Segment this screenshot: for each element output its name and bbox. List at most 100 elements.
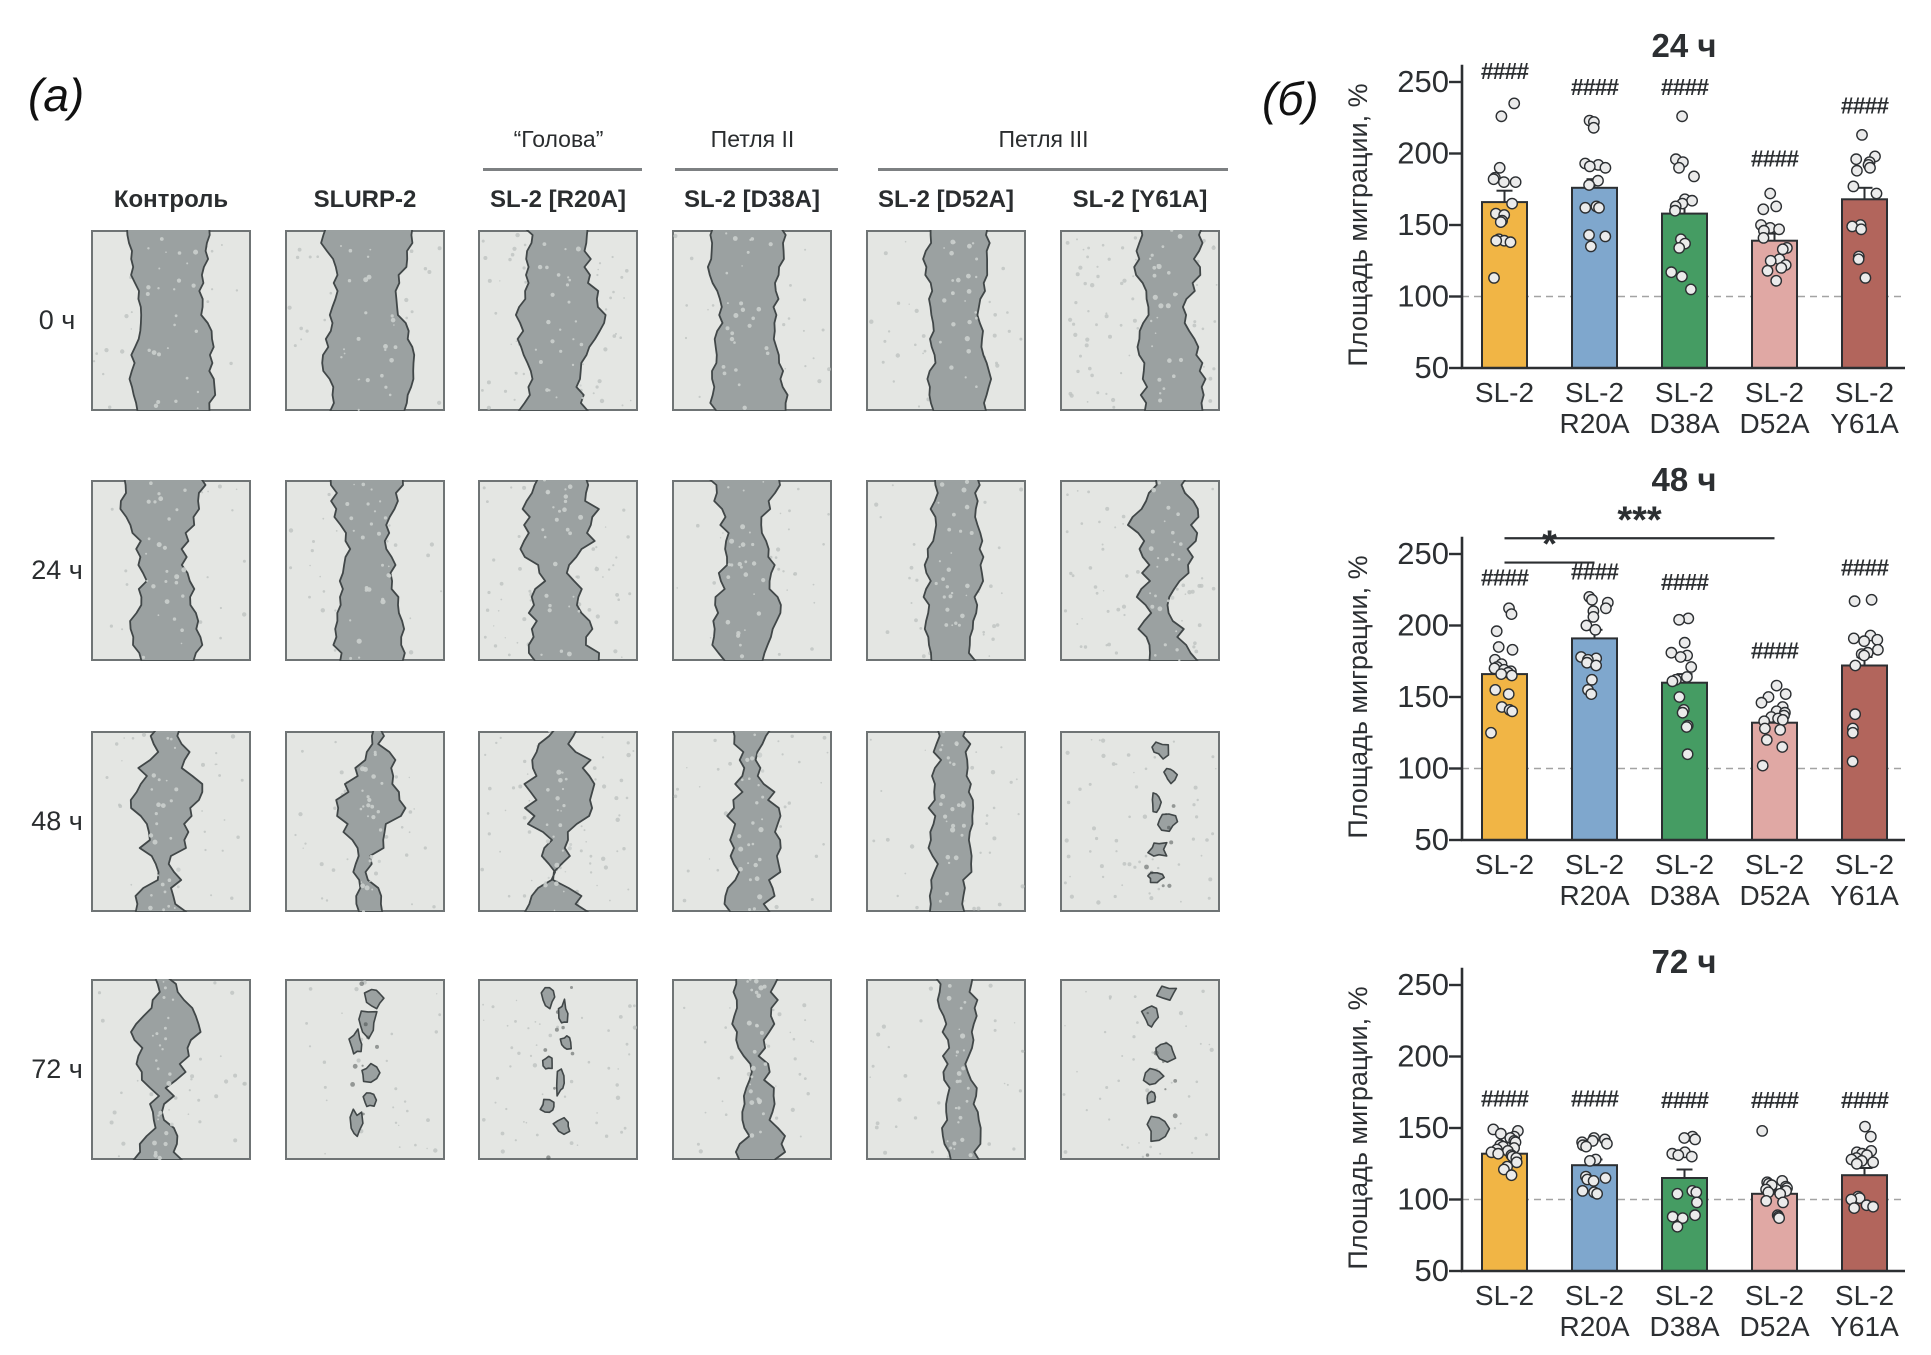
- data-point: [1506, 197, 1519, 210]
- x-tick-label-line2: D52A: [1739, 1311, 1809, 1342]
- data-point: [1490, 625, 1503, 638]
- data-point: [1848, 1202, 1861, 1215]
- wound-fragment: [1147, 841, 1168, 857]
- x-tick-label-line2: Y61A: [1830, 880, 1899, 911]
- data-point: [1770, 274, 1783, 287]
- assay-tile-row3-col2: [478, 979, 638, 1160]
- data-point: [1764, 187, 1777, 200]
- col-label-slurp2: SLURP-2: [313, 186, 417, 213]
- data-point: [1580, 1140, 1593, 1153]
- y-tick-label: 150: [1397, 207, 1449, 242]
- data-point: [1847, 180, 1860, 193]
- assay-tile-row1-col5: [1060, 480, 1220, 661]
- data-point: [1678, 1132, 1691, 1144]
- x-tick-label-line1: SL-2: [1475, 1280, 1534, 1311]
- wound-fragment: [1140, 1005, 1160, 1028]
- significance-hash: ####: [1661, 1087, 1709, 1113]
- data-point: [1776, 741, 1789, 753]
- data-point: [1777, 1196, 1789, 1209]
- data-point: [1871, 633, 1884, 646]
- group-header-loop3: Петля III: [998, 126, 1089, 152]
- data-point: [1593, 201, 1605, 214]
- data-point: [1600, 602, 1612, 615]
- bar-chart-48h: ####SL-2####SL-2R20A####SL-2D38A####SL-2…: [1343, 461, 1905, 911]
- data-point: [1676, 1212, 1689, 1225]
- wound-fragment: [1146, 1115, 1171, 1143]
- y-tick-label: 100: [1397, 1182, 1449, 1217]
- data-point: [1505, 1169, 1518, 1182]
- data-point: [1506, 643, 1519, 656]
- data-point: [1867, 1200, 1880, 1213]
- data-point: [1673, 241, 1686, 254]
- significance-hash: ####: [1571, 1086, 1619, 1112]
- data-point: [1584, 1155, 1596, 1167]
- assay-tile-row3-col0: [91, 979, 251, 1160]
- data-point: [1757, 203, 1770, 216]
- assay-tile-row3-col5: [1060, 979, 1220, 1160]
- data-point: [1770, 679, 1783, 692]
- panel-b-label: (б): [1262, 73, 1319, 125]
- data-point: [1756, 759, 1769, 772]
- group-header-head: “Голова”: [513, 126, 604, 152]
- bar-sl-2-d52a: [1751, 1192, 1798, 1273]
- data-point: [1759, 722, 1771, 735]
- data-point: [1494, 216, 1507, 229]
- row-label-0h: 0 ч: [38, 305, 76, 335]
- bar-sl-2-d52a: [1751, 721, 1798, 842]
- row-label-72h: 72 ч: [31, 1054, 83, 1084]
- x-tick-label-line2: Y61A: [1830, 408, 1899, 439]
- data-point: [1761, 264, 1774, 277]
- data-point: [1856, 128, 1868, 141]
- data-point: [1858, 649, 1871, 662]
- wound-band: [707, 230, 789, 411]
- data-point: [1490, 234, 1503, 247]
- data-point: [1502, 688, 1515, 700]
- data-point: [1599, 161, 1612, 174]
- data-point: [1495, 668, 1508, 680]
- data-point: [1870, 187, 1883, 200]
- wound-fragment: [361, 1062, 381, 1084]
- data-point: [1676, 110, 1689, 123]
- data-point: [1673, 161, 1685, 174]
- data-point: [1506, 705, 1519, 718]
- bar-sl-2: [1481, 1152, 1528, 1272]
- col-label-r20a: SL-2 [R20A]: [489, 186, 627, 213]
- data-point: [1681, 671, 1693, 683]
- data-point: [1488, 271, 1500, 284]
- wound-fragment: [539, 1098, 555, 1114]
- bar-sl-2-y61a: [1841, 664, 1888, 841]
- y-tick-label: 100: [1397, 751, 1449, 786]
- data-point: [1587, 1175, 1600, 1187]
- wound-band: [515, 230, 607, 411]
- x-tick-label-line1: SL-2: [1655, 1280, 1714, 1311]
- row-label-24h: 24 ч: [31, 555, 83, 585]
- wound-fragment: [1151, 741, 1170, 760]
- data-point: [1504, 236, 1517, 249]
- data-point: [1669, 204, 1681, 217]
- y-tick-label: 250: [1397, 967, 1449, 1002]
- y-tick-label: 200: [1397, 1039, 1449, 1074]
- data-point: [1586, 593, 1598, 606]
- assay-tile-row3-col3: [672, 979, 832, 1160]
- assay-tile-row1-col3: [672, 480, 832, 661]
- data-point: [1865, 593, 1878, 606]
- significance-stars: ***: [1617, 499, 1662, 541]
- assay-tile-row1-col4: [866, 480, 1026, 661]
- assay-tile-row1-col0: [91, 480, 251, 661]
- significance-hash: ####: [1571, 74, 1619, 100]
- data-point: [1864, 1130, 1877, 1143]
- bar-sl-2-r20a: [1571, 637, 1618, 842]
- data-point: [1770, 200, 1783, 213]
- data-point: [1492, 641, 1505, 653]
- x-tick-label-line1: SL-2: [1565, 849, 1624, 880]
- data-point: [1773, 1212, 1786, 1225]
- data-point: [1492, 1147, 1505, 1160]
- data-point: [1576, 1185, 1589, 1197]
- assay-tile-row0-col2: [478, 230, 638, 411]
- wound-band: [320, 230, 416, 411]
- data-point: [1848, 595, 1861, 608]
- x-tick-label-line1: SL-2: [1475, 377, 1534, 408]
- significance-hash: ####: [1481, 1086, 1529, 1112]
- data-point: [1583, 229, 1595, 241]
- data-point: [1680, 721, 1693, 733]
